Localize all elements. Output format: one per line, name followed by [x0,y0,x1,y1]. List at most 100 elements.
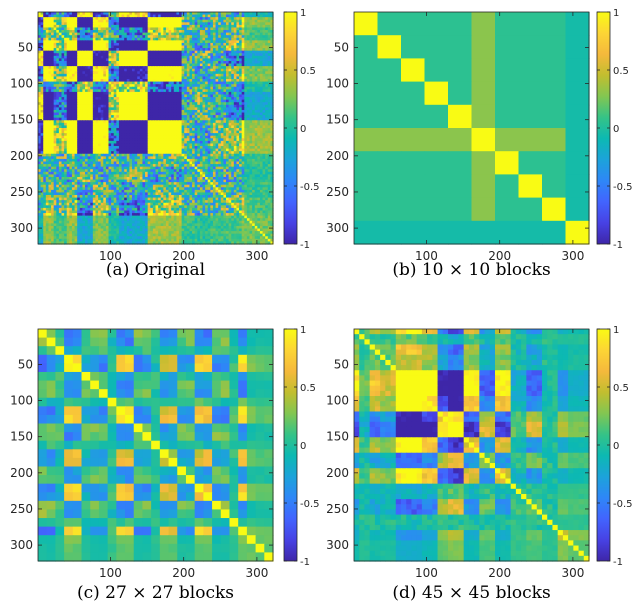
heatmap-cell [270,73,274,78]
heatmap-cell [129,97,133,101]
heatmap-cell [236,84,240,88]
heatmap-cell [215,107,219,111]
heatmap-cell [66,55,70,59]
heatmap-cell [38,19,42,23]
heatmap-cell [233,50,238,54]
heatmap-cell [92,109,97,114]
heatmap-cell [116,35,120,39]
heatmap-cell [87,81,91,85]
heatmap-cell [163,151,167,155]
heatmap-cell [270,27,274,31]
heatmap-cell [139,112,144,116]
heatmap-cell [205,120,209,124]
heatmap-cell [249,58,253,62]
heatmap-cell [192,115,196,119]
heatmap-cell [132,140,136,145]
heatmap-cell [202,27,206,31]
heatmap-cell [113,42,117,47]
heatmap-cell [58,91,63,96]
heatmap-cell [38,140,42,145]
heatmap-cell [137,81,141,85]
heatmap-cell [66,53,70,57]
heatmap-cell [132,104,136,108]
heatmap-cell [43,35,47,39]
heatmap-cell [105,66,110,70]
heatmap-cell [197,86,201,90]
heatmap-cell [51,32,55,36]
heatmap-cell [231,12,235,16]
heatmap-cell [168,117,172,121]
heatmap-cell [113,27,117,31]
heatmap-cell [155,66,159,70]
heatmap-cell [45,37,50,41]
heatmap-cell [228,148,232,152]
heatmap-cell [40,91,44,96]
heatmap-cell [267,42,271,47]
heatmap-cell [61,35,65,39]
heatmap-cell [160,109,164,114]
heatmap-cell [77,19,81,23]
heatmap-cell [124,45,128,49]
heatmap-cell [160,71,164,75]
heatmap-cell [254,42,258,47]
heatmap-cell [118,102,123,106]
heatmap-cell [40,81,44,85]
heatmap-cell [48,27,52,31]
heatmap-cell [231,24,235,29]
heatmap-cell [82,42,86,47]
heatmap-cell [199,140,204,145]
heatmap-cell [137,120,141,124]
heatmap-cell [184,66,188,70]
heatmap-cell [118,81,123,85]
heatmap-cell [118,143,123,147]
heatmap-cell [40,27,44,31]
heatmap-cell [205,133,209,137]
heatmap-cell [265,71,269,75]
heatmap-cell [66,115,70,119]
heatmap-cell [199,60,204,65]
heatmap-cell [176,42,180,47]
heatmap-cell [257,53,261,57]
heatmap-cell [66,73,70,78]
heatmap-cell [100,133,104,137]
heatmap-cell [137,99,141,103]
heatmap-cell [71,19,76,23]
heatmap-cell [233,99,238,103]
heatmap-cell [90,138,94,142]
heatmap-cell [108,68,112,72]
heatmap-cell [98,19,102,23]
heatmap-cell [249,73,253,78]
heatmap-cell [197,148,201,152]
heatmap-cell [124,79,128,83]
heatmap-cell [124,91,128,96]
heatmap-cell [40,63,44,67]
heatmap-cell [215,42,219,47]
heatmap-cell [111,89,115,93]
heatmap-cell [139,151,144,155]
heatmap-cell [82,117,86,121]
heatmap-cell [61,58,65,62]
heatmap-cell [259,60,264,65]
heatmap-cell [262,138,266,142]
heatmap-cell [150,60,154,65]
heatmap-cell [90,79,94,83]
heatmap-cell [160,30,164,34]
heatmap-cell [207,115,211,119]
heatmap-cell [189,71,193,75]
heatmap-cell [226,66,230,70]
heatmap-cell [77,14,81,18]
heatmap-cell [228,97,232,101]
heatmap-cell [100,50,104,54]
heatmap-cell [181,79,185,83]
heatmap-cell [168,94,172,98]
heatmap-cell [77,12,81,16]
heatmap-cell [239,133,243,137]
heatmap-cell [95,45,99,49]
heatmap-cell [142,22,146,26]
heatmap-cell [95,120,99,124]
heatmap-cell [139,19,144,23]
heatmap-cell [179,84,183,88]
heatmap-cell [98,143,102,147]
heatmap-cell [239,48,243,52]
